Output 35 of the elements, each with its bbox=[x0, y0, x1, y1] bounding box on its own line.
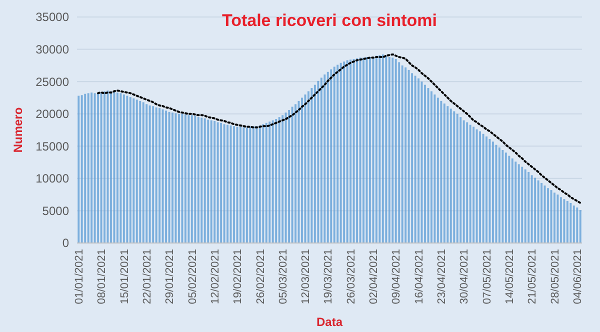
y-tick-label: 15000 bbox=[36, 139, 70, 154]
x-tick-label: 19/03/2021 bbox=[322, 249, 335, 304]
x-tick-label: 22/01/2021 bbox=[141, 249, 154, 304]
x-tick-label: 26/03/2021 bbox=[345, 249, 358, 304]
x-tick-label: 21/05/2021 bbox=[526, 249, 539, 304]
x-tick-label: 05/03/2021 bbox=[277, 249, 290, 304]
x-tick-label: 12/02/2021 bbox=[209, 249, 222, 304]
x-tick-label: 02/04/2021 bbox=[368, 249, 380, 304]
line-series bbox=[97, 53, 582, 204]
y-tick-label: 10000 bbox=[36, 172, 70, 186]
x-tick-label: 30/04/2021 bbox=[458, 249, 471, 304]
x-tick-label: 26/02/2021 bbox=[254, 249, 267, 304]
chart-title: Totale ricoveri con sintomi bbox=[222, 11, 438, 30]
x-tick-label: 16/04/2021 bbox=[413, 249, 426, 304]
x-tick-label: 07/05/2021 bbox=[481, 249, 494, 304]
x-axis-title: Data bbox=[316, 315, 343, 329]
x-tick-label: 15/01/2021 bbox=[118, 249, 131, 304]
y-tick-label: 30000 bbox=[36, 42, 70, 56]
x-tick-label: 23/04/2021 bbox=[436, 249, 448, 304]
y-tick-label: 0 bbox=[62, 236, 70, 250]
y-tick-label: 5000 bbox=[42, 204, 70, 218]
x-tick-label: 28/05/2021 bbox=[549, 249, 562, 304]
x-tick-label: 19/02/2021 bbox=[232, 249, 244, 304]
x-tick-label: 29/01/2021 bbox=[164, 249, 176, 304]
x-tick-label: 14/05/2021 bbox=[504, 249, 516, 304]
x-tick-label: 01/01/2021 bbox=[73, 249, 86, 304]
y-tick-label: 25000 bbox=[36, 74, 70, 89]
y-tick-label: 20000 bbox=[36, 107, 70, 122]
x-tick-label: 04/06/2021 bbox=[572, 249, 584, 304]
x-tick-label: 05/02/2021 bbox=[186, 249, 199, 304]
x-tick-label: 09/04/2021 bbox=[390, 249, 403, 304]
x-tick-label: 08/01/2021 bbox=[96, 249, 108, 304]
x-tick-label: 12/03/2021 bbox=[300, 249, 312, 304]
y-tick-label: 35000 bbox=[36, 10, 70, 24]
y-axis-title: Numero bbox=[11, 107, 25, 153]
